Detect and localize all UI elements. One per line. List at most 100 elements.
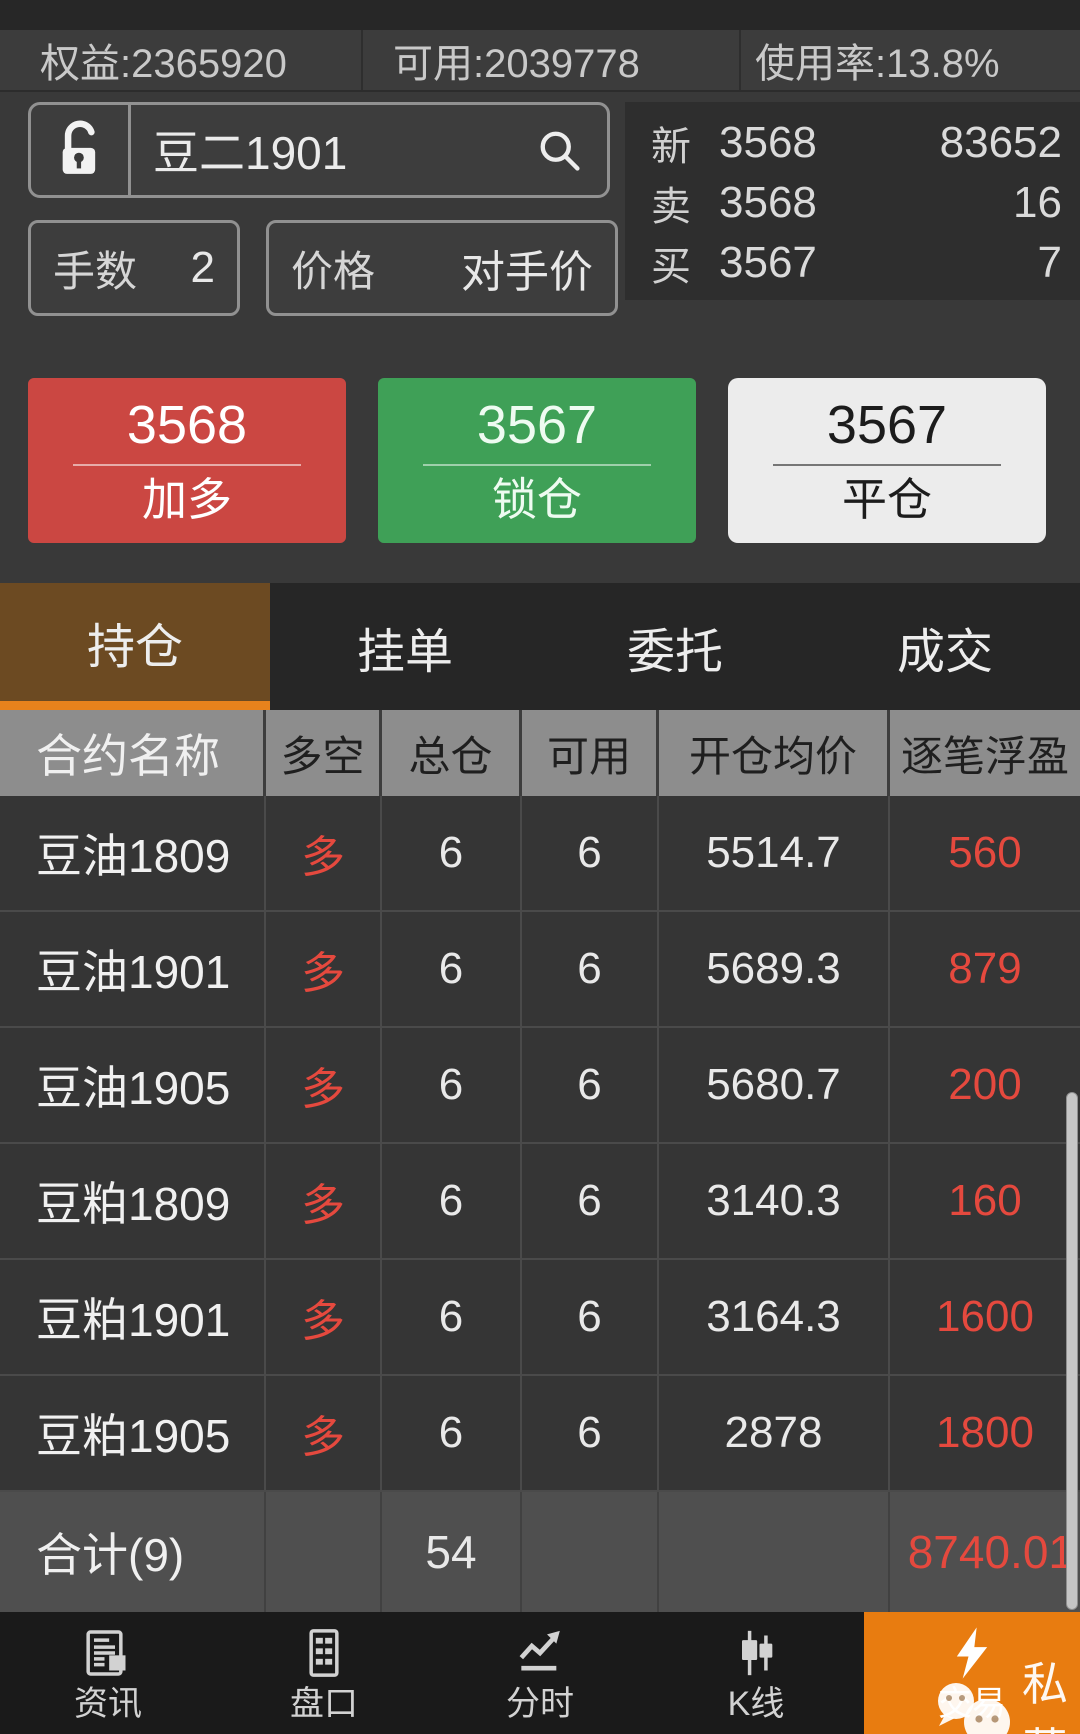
instrument-search-group: 豆二1901 bbox=[28, 102, 610, 198]
status-bar bbox=[0, 0, 1080, 30]
latest-label: 新 bbox=[651, 125, 691, 169]
nav-item-depth[interactable]: 盘口 bbox=[216, 1612, 432, 1734]
header-direction: 多空 bbox=[266, 710, 382, 796]
quote-row-latest[interactable]: 新 3568 83652 bbox=[651, 114, 1062, 172]
summary-floating-pnl: 8740.01 bbox=[907, 1526, 1074, 1578]
cell-floating-pnl: 879 bbox=[948, 944, 1022, 993]
cell-total: 6 bbox=[382, 1260, 522, 1374]
table-row[interactable]: 豆油1905 多 6 6 5680.7 200 bbox=[0, 1028, 1080, 1144]
instrument-search[interactable]: 豆二1901 bbox=[131, 105, 607, 195]
bottom-nav: 资讯 盘口 bbox=[0, 1612, 1080, 1734]
cell-direction: 多 bbox=[266, 1144, 382, 1258]
cell-floating-pnl: 200 bbox=[948, 1060, 1022, 1109]
summary-empty-cell bbox=[522, 1492, 659, 1612]
lots-label: 手数 bbox=[53, 247, 138, 295]
unlock-button[interactable] bbox=[31, 105, 131, 195]
close-position-button[interactable]: 3567 平仓 bbox=[728, 378, 1046, 543]
lock-label: 锁仓 bbox=[491, 474, 582, 526]
tab-fills[interactable]: 成交 bbox=[896, 625, 993, 679]
cell-contract: 豆粕1901 bbox=[0, 1260, 266, 1374]
cell-available: 6 bbox=[522, 1144, 659, 1258]
bid-price: 3567 bbox=[719, 238, 817, 287]
cell-avg-price: 5689.3 bbox=[659, 912, 890, 1026]
summary-label: 合计(9) bbox=[0, 1492, 266, 1612]
tab-bar: 持仓 挂单 委托 成交 bbox=[0, 583, 1080, 710]
nav-item-intraday[interactable]: 分时 bbox=[432, 1612, 648, 1734]
quote-row-ask[interactable]: 卖 3568 16 bbox=[651, 174, 1062, 232]
cell-contract: 豆粕1905 bbox=[0, 1376, 266, 1490]
cell-total: 6 bbox=[382, 1144, 522, 1258]
nav-item-kline[interactable]: K线 bbox=[648, 1612, 864, 1734]
depth-icon bbox=[296, 1625, 352, 1681]
cell-avg-price: 5680.7 bbox=[659, 1028, 890, 1142]
table-row[interactable]: 豆粕1901 多 6 6 3164.3 1600 bbox=[0, 1260, 1080, 1376]
summary-empty-cell bbox=[266, 1492, 382, 1612]
nav-label: 盘口 bbox=[290, 1685, 358, 1723]
tab-positions[interactable]: 持仓 bbox=[0, 583, 270, 710]
open-lock-icon bbox=[54, 119, 106, 181]
cell-direction: 多 bbox=[266, 796, 382, 910]
summary-row: 合计(9) 54 8740.01 bbox=[0, 1492, 1080, 1612]
account-equity: 权益:2365920 bbox=[0, 30, 363, 90]
cell-total: 6 bbox=[382, 1376, 522, 1490]
ask-label: 卖 bbox=[651, 185, 691, 229]
latest-price: 3568 bbox=[719, 118, 817, 167]
table-row[interactable]: 豆粕1809 多 6 6 3140.3 160 bbox=[0, 1144, 1080, 1260]
price-input[interactable]: 价格 对手价 bbox=[266, 220, 618, 316]
lock-price: 3567 bbox=[476, 395, 598, 456]
summary-total-lots: 54 bbox=[382, 1492, 522, 1612]
lots-input[interactable]: 手数 2 bbox=[28, 220, 240, 316]
add-long-price: 3568 bbox=[126, 395, 248, 456]
header-available: 可用 bbox=[522, 710, 659, 796]
button-divider bbox=[422, 464, 652, 467]
nav-label: 资讯 bbox=[74, 1685, 142, 1723]
ask-volume: 16 bbox=[1013, 178, 1062, 227]
nav-item-news[interactable]: 资讯 bbox=[0, 1612, 216, 1734]
price-value: 对手价 bbox=[461, 248, 593, 297]
bid-label: 买 bbox=[651, 245, 691, 289]
header-contract: 合约名称 bbox=[0, 710, 266, 796]
nav-label: 交易 bbox=[938, 1685, 1006, 1723]
table-row[interactable]: 豆油1901 多 6 6 5689.3 879 bbox=[0, 912, 1080, 1028]
table-row[interactable]: 豆油1809 多 6 6 5514.7 560 bbox=[0, 796, 1080, 912]
quote-row-bid[interactable]: 买 3567 7 bbox=[651, 234, 1062, 292]
cell-contract: 豆油1905 bbox=[0, 1028, 266, 1142]
nav-label: 分时 bbox=[506, 1685, 574, 1723]
button-divider bbox=[72, 464, 302, 467]
cell-avg-price: 5514.7 bbox=[659, 796, 890, 910]
summary-empty-cell bbox=[659, 1492, 890, 1612]
lock-position-button[interactable]: 3567 锁仓 bbox=[378, 378, 696, 543]
tab-orders[interactable]: 委托 bbox=[626, 625, 723, 679]
cell-contract: 豆油1809 bbox=[0, 796, 266, 910]
add-long-button[interactable]: 3568 加多 bbox=[28, 378, 346, 543]
cell-available: 6 bbox=[522, 796, 659, 910]
latest-volume: 83652 bbox=[939, 118, 1062, 167]
intraday-icon bbox=[512, 1625, 568, 1681]
cell-direction: 多 bbox=[266, 1260, 382, 1374]
trade-panel: 豆二1901 手数 2 价格 对手价 新 3 bbox=[0, 92, 1080, 583]
news-icon bbox=[80, 1625, 136, 1681]
trade-icon bbox=[944, 1625, 1000, 1681]
header-total: 总仓 bbox=[382, 710, 522, 796]
cell-floating-pnl: 1600 bbox=[936, 1292, 1034, 1341]
cell-direction: 多 bbox=[266, 912, 382, 1026]
cell-direction: 多 bbox=[266, 1028, 382, 1142]
order-inputs-row: 手数 2 价格 对手价 bbox=[28, 220, 618, 316]
price-label: 价格 bbox=[291, 247, 376, 295]
nav-item-trade[interactable]: 交易 bbox=[864, 1612, 1080, 1734]
table-scrollbar[interactable] bbox=[1066, 1092, 1078, 1610]
tab-pending-orders[interactable]: 挂单 bbox=[356, 625, 453, 679]
nav-label: K线 bbox=[727, 1685, 785, 1723]
cell-direction: 多 bbox=[266, 1376, 382, 1490]
cell-total: 6 bbox=[382, 1028, 522, 1142]
table-header-row: 合约名称 多空 总仓 可用 开仓均价 逐笔浮盈 bbox=[0, 710, 1080, 796]
close-price: 3567 bbox=[826, 395, 948, 456]
cell-total: 6 bbox=[382, 912, 522, 1026]
kline-icon bbox=[728, 1625, 784, 1681]
cell-available: 6 bbox=[522, 1260, 659, 1374]
account-available: 可用:2039778 bbox=[363, 30, 741, 90]
quote-panel: 新 3568 83652 卖 3568 16 买 3567 7 bbox=[625, 102, 1080, 300]
cell-total: 6 bbox=[382, 796, 522, 910]
table-row[interactable]: 豆粕1905 多 6 6 2878 1800 bbox=[0, 1376, 1080, 1492]
